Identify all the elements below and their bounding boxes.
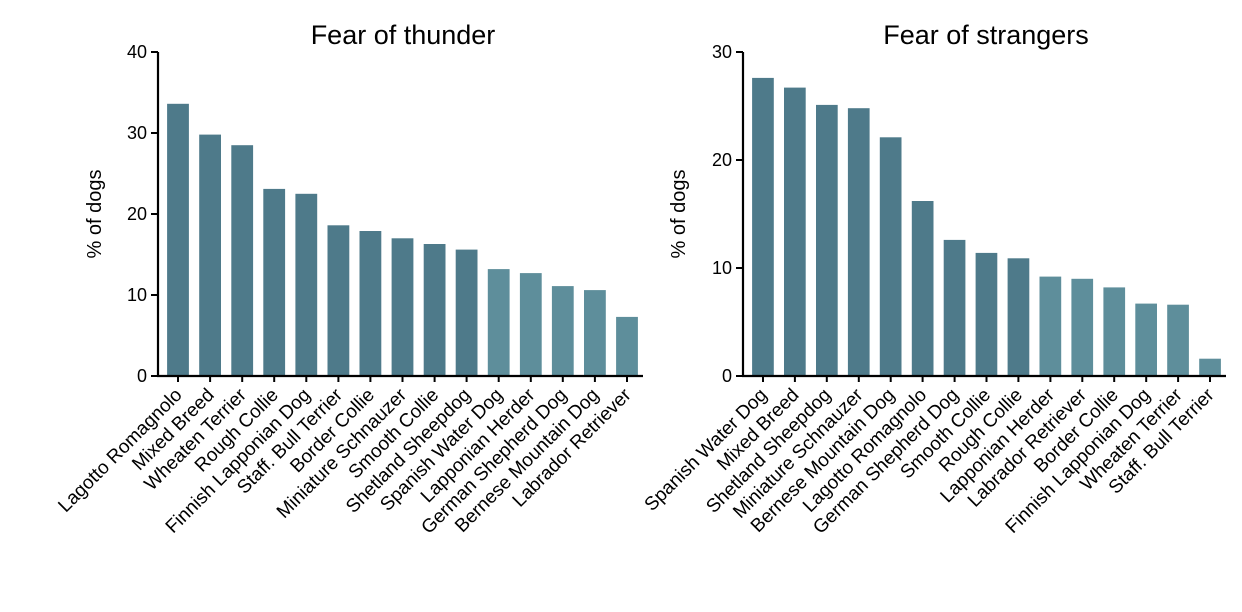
y-ticks: 0 10 20 30 [712,42,1211,386]
y-tick-label: 20 [712,150,732,170]
bar [487,269,510,376]
bar [584,290,606,376]
bar [327,225,350,376]
bars [752,77,1221,377]
y-ticks: 0 10 20 30 40 [127,42,628,386]
bar [1199,358,1221,376]
y-tick-label: 40 [127,42,147,62]
bar [847,108,870,376]
bar [519,273,542,376]
bar [816,104,838,377]
chart-fear-of-strangers: Fear of strangers % of dogs 0 10 20 30 Span… [641,20,1226,538]
bar [1103,287,1126,376]
bar [911,201,934,376]
bar [616,316,638,376]
bar [879,137,902,376]
bar [1135,303,1157,376]
chart-title: Fear of thunder [311,20,496,50]
bar [231,145,254,376]
bar [975,252,998,376]
bar [551,286,574,376]
bar [359,231,382,376]
bar [1007,258,1030,376]
chart-fear-of-thunder: Fear of thunder % of dogs 0 10 20 30 40 Lago… [54,20,643,538]
bar [1167,304,1189,376]
bars [167,103,638,377]
bar [391,238,414,376]
bar [943,239,966,376]
y-tick-label: 0 [722,366,732,386]
bar [1071,278,1094,376]
bar [784,87,806,376]
y-tick-label: 10 [712,258,732,278]
y-tick-label: 30 [712,42,732,62]
bar [199,134,221,376]
bar [263,188,286,376]
y-tick-label: 10 [127,285,147,305]
bar [423,244,446,376]
y-tick-label: 20 [127,204,147,224]
bar [1039,276,1062,376]
y-axis-label: % of dogs [668,170,690,259]
y-axis-label: % of dogs [84,170,106,259]
bar [752,77,774,377]
bar [167,103,189,377]
bar [295,193,318,377]
y-tick-label: 0 [137,366,147,386]
chart-title: Fear of strangers [883,20,1089,50]
bar [455,249,478,376]
y-tick-label: 30 [127,123,147,143]
